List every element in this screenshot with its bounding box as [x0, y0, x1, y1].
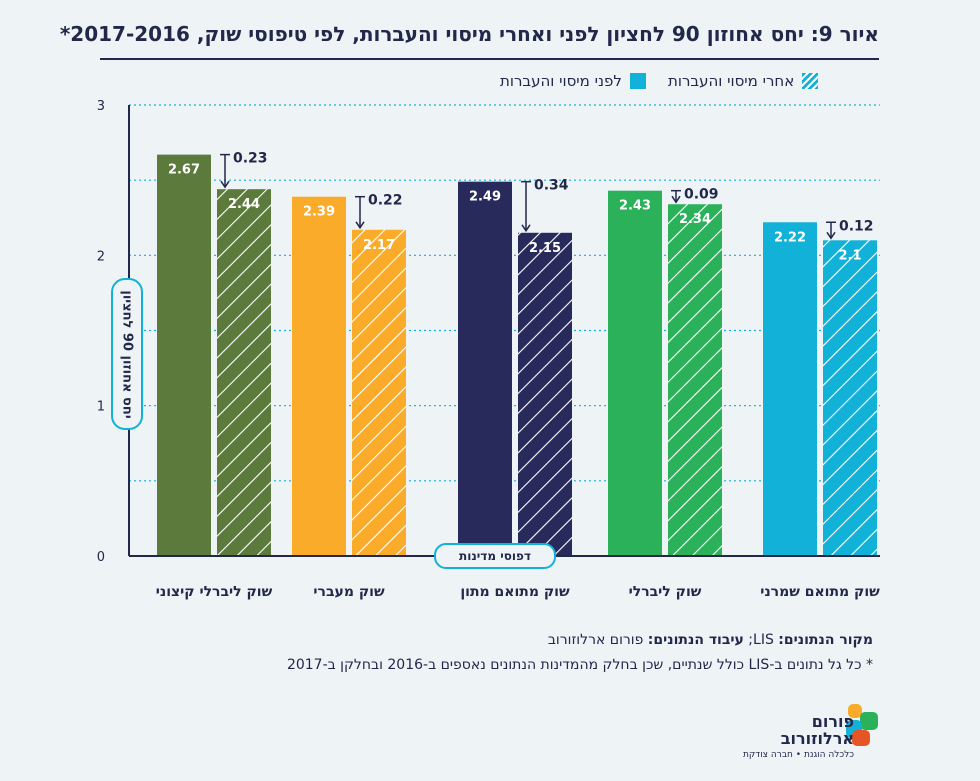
bar-after [217, 189, 271, 557]
logo-square-yellow [848, 704, 862, 718]
bar-after [352, 229, 406, 556]
value-label-before: 2.67 [168, 163, 200, 178]
value-label-before: 2.43 [619, 199, 651, 214]
logo-square-green [860, 712, 878, 730]
value-label-after: 2.15 [529, 241, 561, 256]
bar-before [458, 181, 512, 557]
logo-tagline: כלכלה הוגנת • חברה צודקת [743, 750, 854, 760]
y-axis-title-box: יחס אחוזון 90 לחציון [111, 278, 143, 430]
y-axis-title: יחס אחוזון 90 לחציון [119, 289, 135, 419]
footnote: * כל גל נתונים ב-LIS כולל שנתיים, שכן בח… [286, 657, 873, 673]
value-label-before: 2.22 [774, 230, 806, 245]
diff-label: 0.09 [684, 187, 719, 203]
category-label: שוק מתואם מתון [460, 584, 570, 600]
chart-title: איור 9: יחס אחוזון 90 לחציון לפני ואחרי … [59, 22, 879, 46]
legend-label-after: אחרי מיסוי והעברות [668, 72, 795, 90]
category-label: שוק מתואם שמרני [760, 584, 880, 600]
bar-before [763, 222, 817, 556]
diff-arrow-head [355, 221, 365, 230]
category-label: שוק ליברלי [629, 584, 702, 600]
category-label: שוק ליברלי קיצוני [156, 584, 273, 600]
diff-arrow-head [521, 224, 531, 233]
y-tick-label: 3 [97, 99, 105, 114]
logo-square-orange [852, 730, 870, 746]
source-line: מקור הנתונים: LIS; עיבוד הנתונים: פורום … [548, 632, 873, 648]
source-label: מקור הנתונים: [778, 632, 873, 648]
bar-after [823, 240, 877, 557]
logo-name-line1: פורום [811, 712, 854, 731]
logo-name-line2: ארלוזורוב [780, 729, 854, 748]
y-tick-label: 0 [97, 550, 105, 565]
bar-before [292, 196, 346, 556]
value-label-after: 2.44 [228, 197, 260, 212]
legend-swatch-after [802, 73, 819, 89]
category-label: שוק מעברי [313, 584, 385, 600]
bar-after [518, 232, 572, 557]
legend-swatch-before [629, 73, 646, 89]
processing-label: עיבוד הנתונים: [647, 632, 744, 648]
diff-label: 0.34 [534, 178, 569, 194]
diff-arrow-head [671, 195, 681, 204]
diff-arrow-head [220, 180, 230, 189]
bar-before [157, 154, 211, 557]
legend-item-before: לפני מיסוי והעברות [500, 70, 646, 92]
source-text: LIS; [743, 632, 779, 648]
legend-item-after: אחרי מיסוי והעברות [668, 70, 819, 92]
value-label-after: 2.34 [679, 212, 711, 227]
x-axis-title: דפוסי מדינות [434, 543, 556, 569]
processing-text: פורום ארלוזורוב [547, 632, 648, 648]
diff-label: 0.12 [839, 218, 874, 234]
value-label-before: 2.39 [303, 205, 335, 220]
y-axis-title-frame [111, 278, 143, 430]
diff-label: 0.23 [233, 151, 268, 167]
value-label-after: 2.17 [363, 238, 395, 253]
y-tick-label: 1 [97, 400, 105, 415]
bar-after [668, 204, 722, 556]
bar-before [608, 190, 662, 556]
legend-label-before: לפני מיסוי והעברות [500, 72, 622, 90]
title-bar: איור 9: יחס אחוזון 90 לחציון לפני ואחרי … [60, 22, 879, 60]
diff-label: 0.22 [368, 193, 403, 209]
value-label-before: 2.49 [469, 190, 501, 205]
logo: פורום ארלוזורוב כלכלה הוגנת • חברה צודקת [743, 700, 888, 765]
y-tick-label: 2 [97, 249, 105, 264]
diff-arrow-head [826, 231, 836, 240]
value-label-after: 2.1 [838, 248, 861, 263]
